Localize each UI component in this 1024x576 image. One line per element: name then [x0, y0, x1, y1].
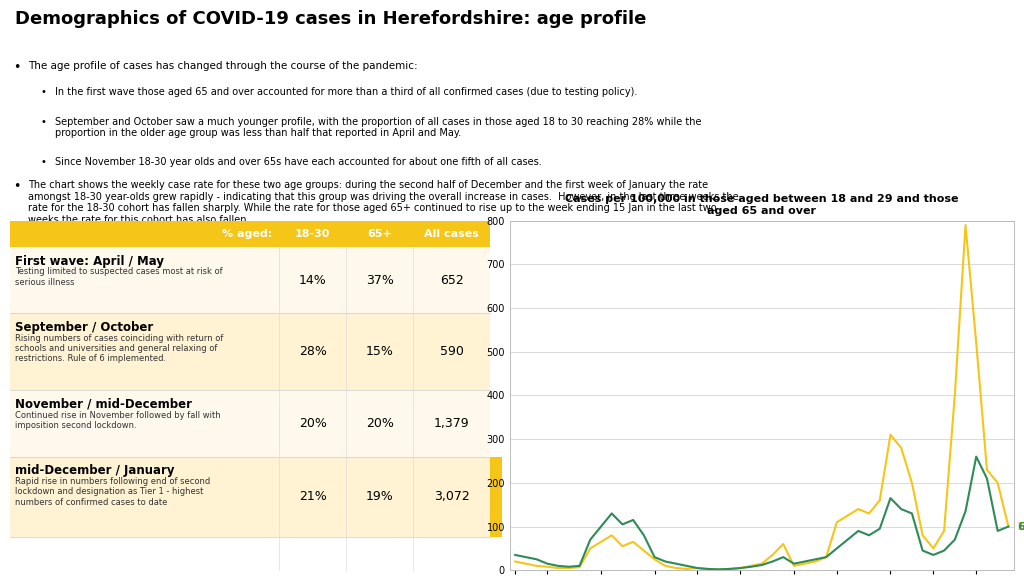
FancyBboxPatch shape	[10, 457, 490, 537]
FancyBboxPatch shape	[10, 247, 490, 313]
Text: First wave: April / May: First wave: April / May	[15, 255, 164, 268]
Text: 18-30: 18-30	[295, 229, 331, 239]
Text: Rapid rise in numbers following end of second
lockdown and designation as Tier 1: Rapid rise in numbers following end of s…	[15, 477, 210, 507]
FancyBboxPatch shape	[279, 221, 346, 247]
Text: 20%: 20%	[299, 417, 327, 430]
Text: 37%: 37%	[366, 274, 393, 287]
Text: 590: 590	[440, 345, 464, 358]
Text: In the first wave those aged 65 and over accounted for more than a third of all : In the first wave those aged 65 and over…	[55, 88, 638, 97]
FancyBboxPatch shape	[10, 221, 279, 247]
Text: 3,072: 3,072	[434, 490, 470, 503]
FancyBboxPatch shape	[490, 457, 502, 537]
Text: 19%: 19%	[366, 490, 393, 503]
Text: 65+: 65+	[368, 229, 392, 239]
Text: % aged:: % aged:	[221, 229, 271, 239]
Text: The chart shows the weekly case rate for these two age groups: during the second: The chart shows the weekly case rate for…	[29, 180, 739, 225]
Text: 21%: 21%	[299, 490, 327, 503]
Title: Cases per 100,000 in those aged between 18 and 29 and those
aged 65 and over: Cases per 100,000 in those aged between …	[565, 194, 958, 216]
FancyBboxPatch shape	[10, 390, 490, 457]
Text: Rising numbers of cases coinciding with return of
schools and universities and g: Rising numbers of cases coinciding with …	[15, 334, 223, 363]
Text: Continued rise in November followed by fall with
imposition second lockdown.: Continued rise in November followed by f…	[15, 411, 220, 430]
Text: Testing limited to suspected cases most at risk of
serious illness: Testing limited to suspected cases most …	[15, 267, 222, 287]
Text: November / mid-December: November / mid-December	[15, 398, 193, 411]
Text: 20%: 20%	[366, 417, 393, 430]
Text: 28%: 28%	[299, 345, 327, 358]
Text: 18-30: 18-30	[1017, 521, 1024, 532]
Text: •: •	[40, 88, 46, 97]
Text: September / October: September / October	[15, 321, 154, 334]
Text: •: •	[13, 180, 20, 193]
Text: •: •	[40, 117, 46, 127]
Text: mid-December / January: mid-December / January	[15, 464, 174, 478]
Text: 652: 652	[440, 274, 464, 287]
FancyBboxPatch shape	[414, 221, 490, 247]
Text: •: •	[40, 157, 46, 166]
FancyBboxPatch shape	[10, 313, 490, 390]
Text: 15%: 15%	[366, 345, 393, 358]
Text: September and October saw a much younger profile, with the proportion of all cas: September and October saw a much younger…	[55, 117, 701, 138]
Text: 14%: 14%	[299, 274, 327, 287]
Text: •: •	[13, 61, 20, 74]
Text: 1,379: 1,379	[434, 417, 470, 430]
Text: The age profile of cases has changed through the course of the pandemic:: The age profile of cases has changed thr…	[29, 61, 418, 71]
FancyBboxPatch shape	[346, 221, 414, 247]
Text: All cases: All cases	[424, 229, 479, 239]
Text: Demographics of COVID-19 cases in Herefordshire: age profile: Demographics of COVID-19 cases in Herefo…	[15, 10, 646, 28]
Text: 65+: 65+	[1017, 521, 1024, 532]
Text: Since November 18-30 year olds and over 65s have each accounted for about one fi: Since November 18-30 year olds and over …	[55, 157, 542, 166]
